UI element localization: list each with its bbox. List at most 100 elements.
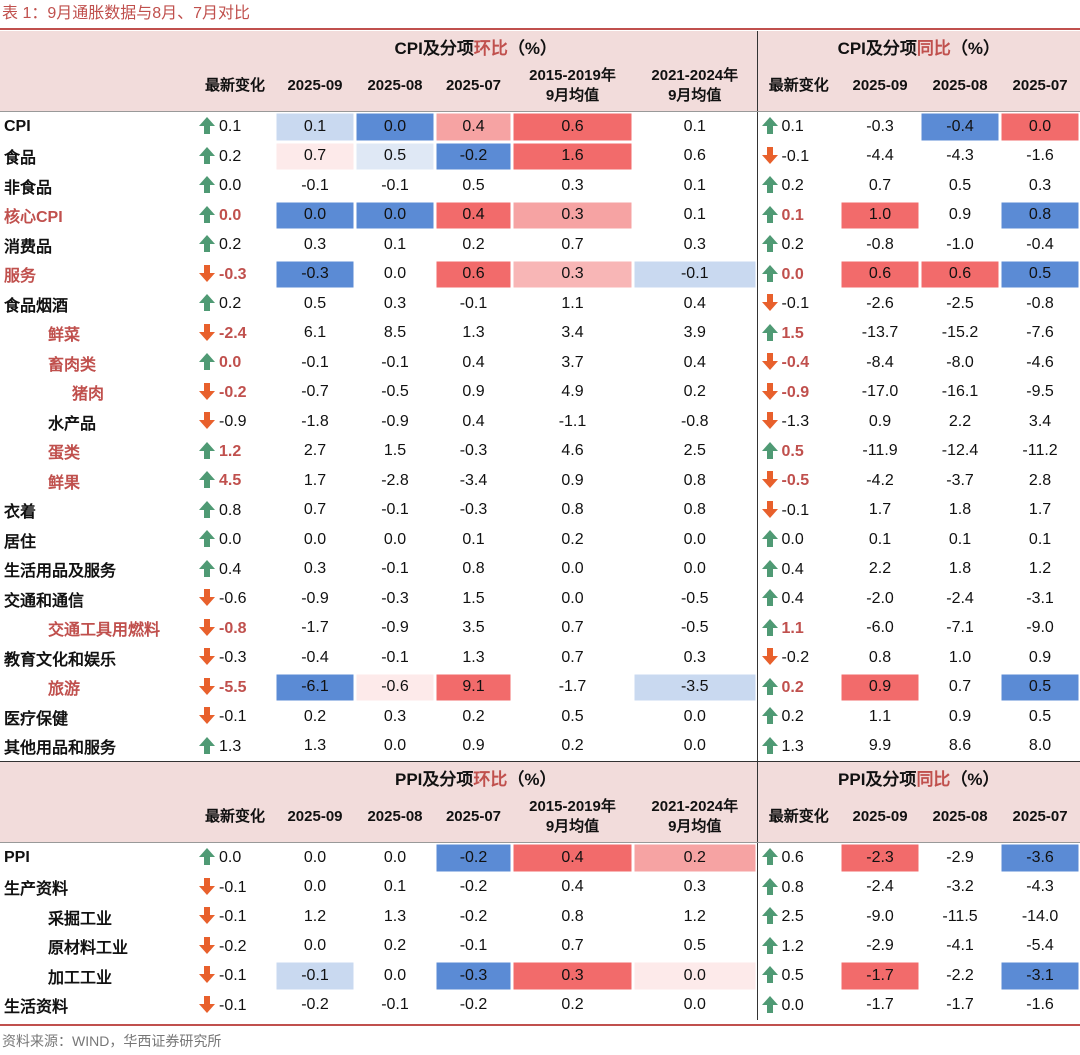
section-header: CPI及分项环比（%） CPI及分项同比（%） — [0, 31, 1080, 61]
change-value: -0.9 — [781, 383, 810, 401]
latest-change: -1.3 — [756, 407, 841, 437]
data-row: 畜肉类 0.0 -0.1 -0.1 0.4 3.7 0.4 -0.4 -8.4 -8.0 -4.6 — [0, 348, 1080, 378]
value-cell: -1.1 — [512, 407, 633, 437]
change-value: -0.1 — [219, 878, 247, 896]
value-cell: -8.0 — [920, 348, 1000, 378]
latest-change: -0.1 — [195, 702, 275, 732]
latest-change: -0.9 — [195, 407, 275, 437]
value-cell: 0.6 — [920, 259, 1001, 289]
value-cell: -3.7 — [920, 466, 1000, 496]
change-value: -0.3 — [219, 265, 247, 283]
down-arrow — [761, 146, 778, 164]
value-cell: 1.2 — [633, 902, 757, 932]
change-value: 0.2 — [781, 678, 804, 696]
value-cell: -0.3 — [840, 112, 920, 142]
change-value: -0.1 — [219, 908, 247, 926]
data-row: 鲜果 4.5 1.7 -2.8 -3.4 0.9 0.8 -0.5 -4.2 -3.7 2.8 — [0, 466, 1080, 496]
value-cell: 0.0 — [355, 525, 435, 555]
down-arrow — [199, 589, 215, 607]
value-cell: -4.6 — [1000, 348, 1080, 378]
latest-change: -0.2 — [756, 643, 841, 673]
value-cell: 0.8 — [633, 496, 757, 526]
value-cell: 0.0 — [355, 961, 435, 991]
column-header: 最新变化 — [756, 61, 841, 112]
latest-change: 4.5 — [195, 466, 275, 496]
value-cell: 0.7 — [275, 141, 355, 171]
header-prefix: CPI及分项 — [394, 38, 474, 58]
latest-change: 1.3 — [756, 731, 841, 762]
value-cell: -0.1 — [275, 348, 355, 378]
change-value: -0.4 — [781, 354, 810, 372]
value-cell: 0.2 — [275, 702, 355, 732]
value-cell: -4.1 — [920, 932, 1000, 962]
value-cell: -0.3 — [435, 496, 512, 526]
value-cell: 0.5 — [512, 702, 633, 732]
up-arrow — [761, 848, 778, 866]
value-cell: -0.8 — [840, 230, 920, 260]
up-arrow — [761, 736, 778, 754]
column-header: 2025-08 — [920, 792, 1001, 843]
value-cell: -1.7 — [920, 991, 1000, 1021]
value-cell: -3.6 — [1000, 842, 1080, 873]
row-label: 原材料工业 — [48, 940, 129, 958]
value-cell: 0.4 — [435, 348, 512, 378]
value-cell: -0.5 — [633, 584, 757, 614]
up-arrow — [199, 117, 215, 135]
data-row: 加工工业 -0.1 -0.1 0.0 -0.3 0.3 0.0 0.5 -1.7 -2.2 -3.1 — [0, 961, 1080, 991]
value-cell: -2.3 — [840, 842, 921, 873]
change-value: 1.3 — [219, 737, 242, 755]
value-cell: 1.5 — [435, 584, 512, 614]
row-label: 畜肉类 — [48, 356, 97, 374]
latest-change: 1.3 — [195, 732, 275, 762]
column-header: 2015-2019年 9月均值 — [512, 792, 633, 843]
value-cell: 0.5 — [920, 171, 1000, 201]
latest-change: 2.5 — [756, 902, 841, 932]
value-cell: -9.5 — [1000, 378, 1080, 408]
value-cell: -7.1 — [920, 614, 1000, 644]
change-value: 0.2 — [219, 295, 242, 313]
value-cell: 0.3 — [633, 643, 757, 673]
change-value: 0.1 — [781, 206, 804, 224]
data-row: 原材料工业 -0.2 0.0 0.2 -0.1 0.7 0.5 1.2 -2.9 -4.1 -5.4 — [0, 931, 1080, 962]
latest-change: -0.1 — [756, 289, 841, 319]
column-header-line: 9月均值 — [545, 818, 600, 835]
value-cell: 0.1 — [633, 171, 757, 201]
value-cell: -11.2 — [1000, 437, 1080, 467]
column-header: 2015-2019年 9月均值 — [512, 61, 633, 112]
column-header: 2025-08 — [355, 61, 435, 112]
column-header-line: 2025-08 — [932, 77, 988, 94]
value-cell: -3.4 — [435, 466, 512, 496]
value-cell: -12.4 — [920, 437, 1000, 467]
mom-title: PPI及分项环比（%） — [195, 761, 758, 792]
change-value: 0.0 — [219, 531, 242, 549]
latest-change: 1.2 — [756, 931, 841, 961]
value-cell: 0.5 — [355, 141, 435, 171]
change-value: 1.2 — [219, 442, 242, 460]
change-value: 0.2 — [781, 708, 804, 726]
value-cell: -1.6 — [1000, 142, 1080, 172]
value-cell: 0.6 — [435, 259, 512, 289]
value-cell: 0.3 — [633, 873, 757, 903]
data-row: 核心CPI 0.0 0.0 0.0 0.4 0.3 0.1 0.1 1.0 0.9 0.8 — [0, 200, 1080, 230]
column-header: 2021-2024年 9月均值 — [633, 792, 758, 843]
value-cell: 0.8 — [435, 555, 512, 585]
value-cell: 0.3 — [512, 171, 633, 201]
data-row: 生活用品及服务 0.4 0.3 -0.1 0.8 0.0 0.0 0.4 2.2 1.8 1.2 — [0, 554, 1080, 585]
latest-change: 0.1 — [195, 112, 275, 142]
header-suffix: （%） — [507, 38, 557, 58]
value-cell: 0.1 — [633, 112, 757, 142]
value-cell: -2.6 — [840, 289, 920, 319]
value-cell: 0.9 — [840, 407, 920, 437]
value-cell: 8.6 — [920, 732, 1000, 762]
change-value: 0.0 — [219, 206, 242, 224]
value-cell: 0.5 — [275, 289, 355, 319]
row-label: 旅游 — [48, 681, 81, 699]
change-value: -0.8 — [219, 619, 247, 637]
up-arrow — [761, 117, 778, 135]
down-arrow — [199, 618, 215, 636]
value-cell: 0.2 — [435, 702, 512, 732]
value-cell: -8.4 — [840, 348, 920, 378]
down-arrow — [761, 500, 778, 518]
change-value: -1.3 — [781, 413, 810, 431]
value-cell: 3.9 — [633, 319, 757, 349]
